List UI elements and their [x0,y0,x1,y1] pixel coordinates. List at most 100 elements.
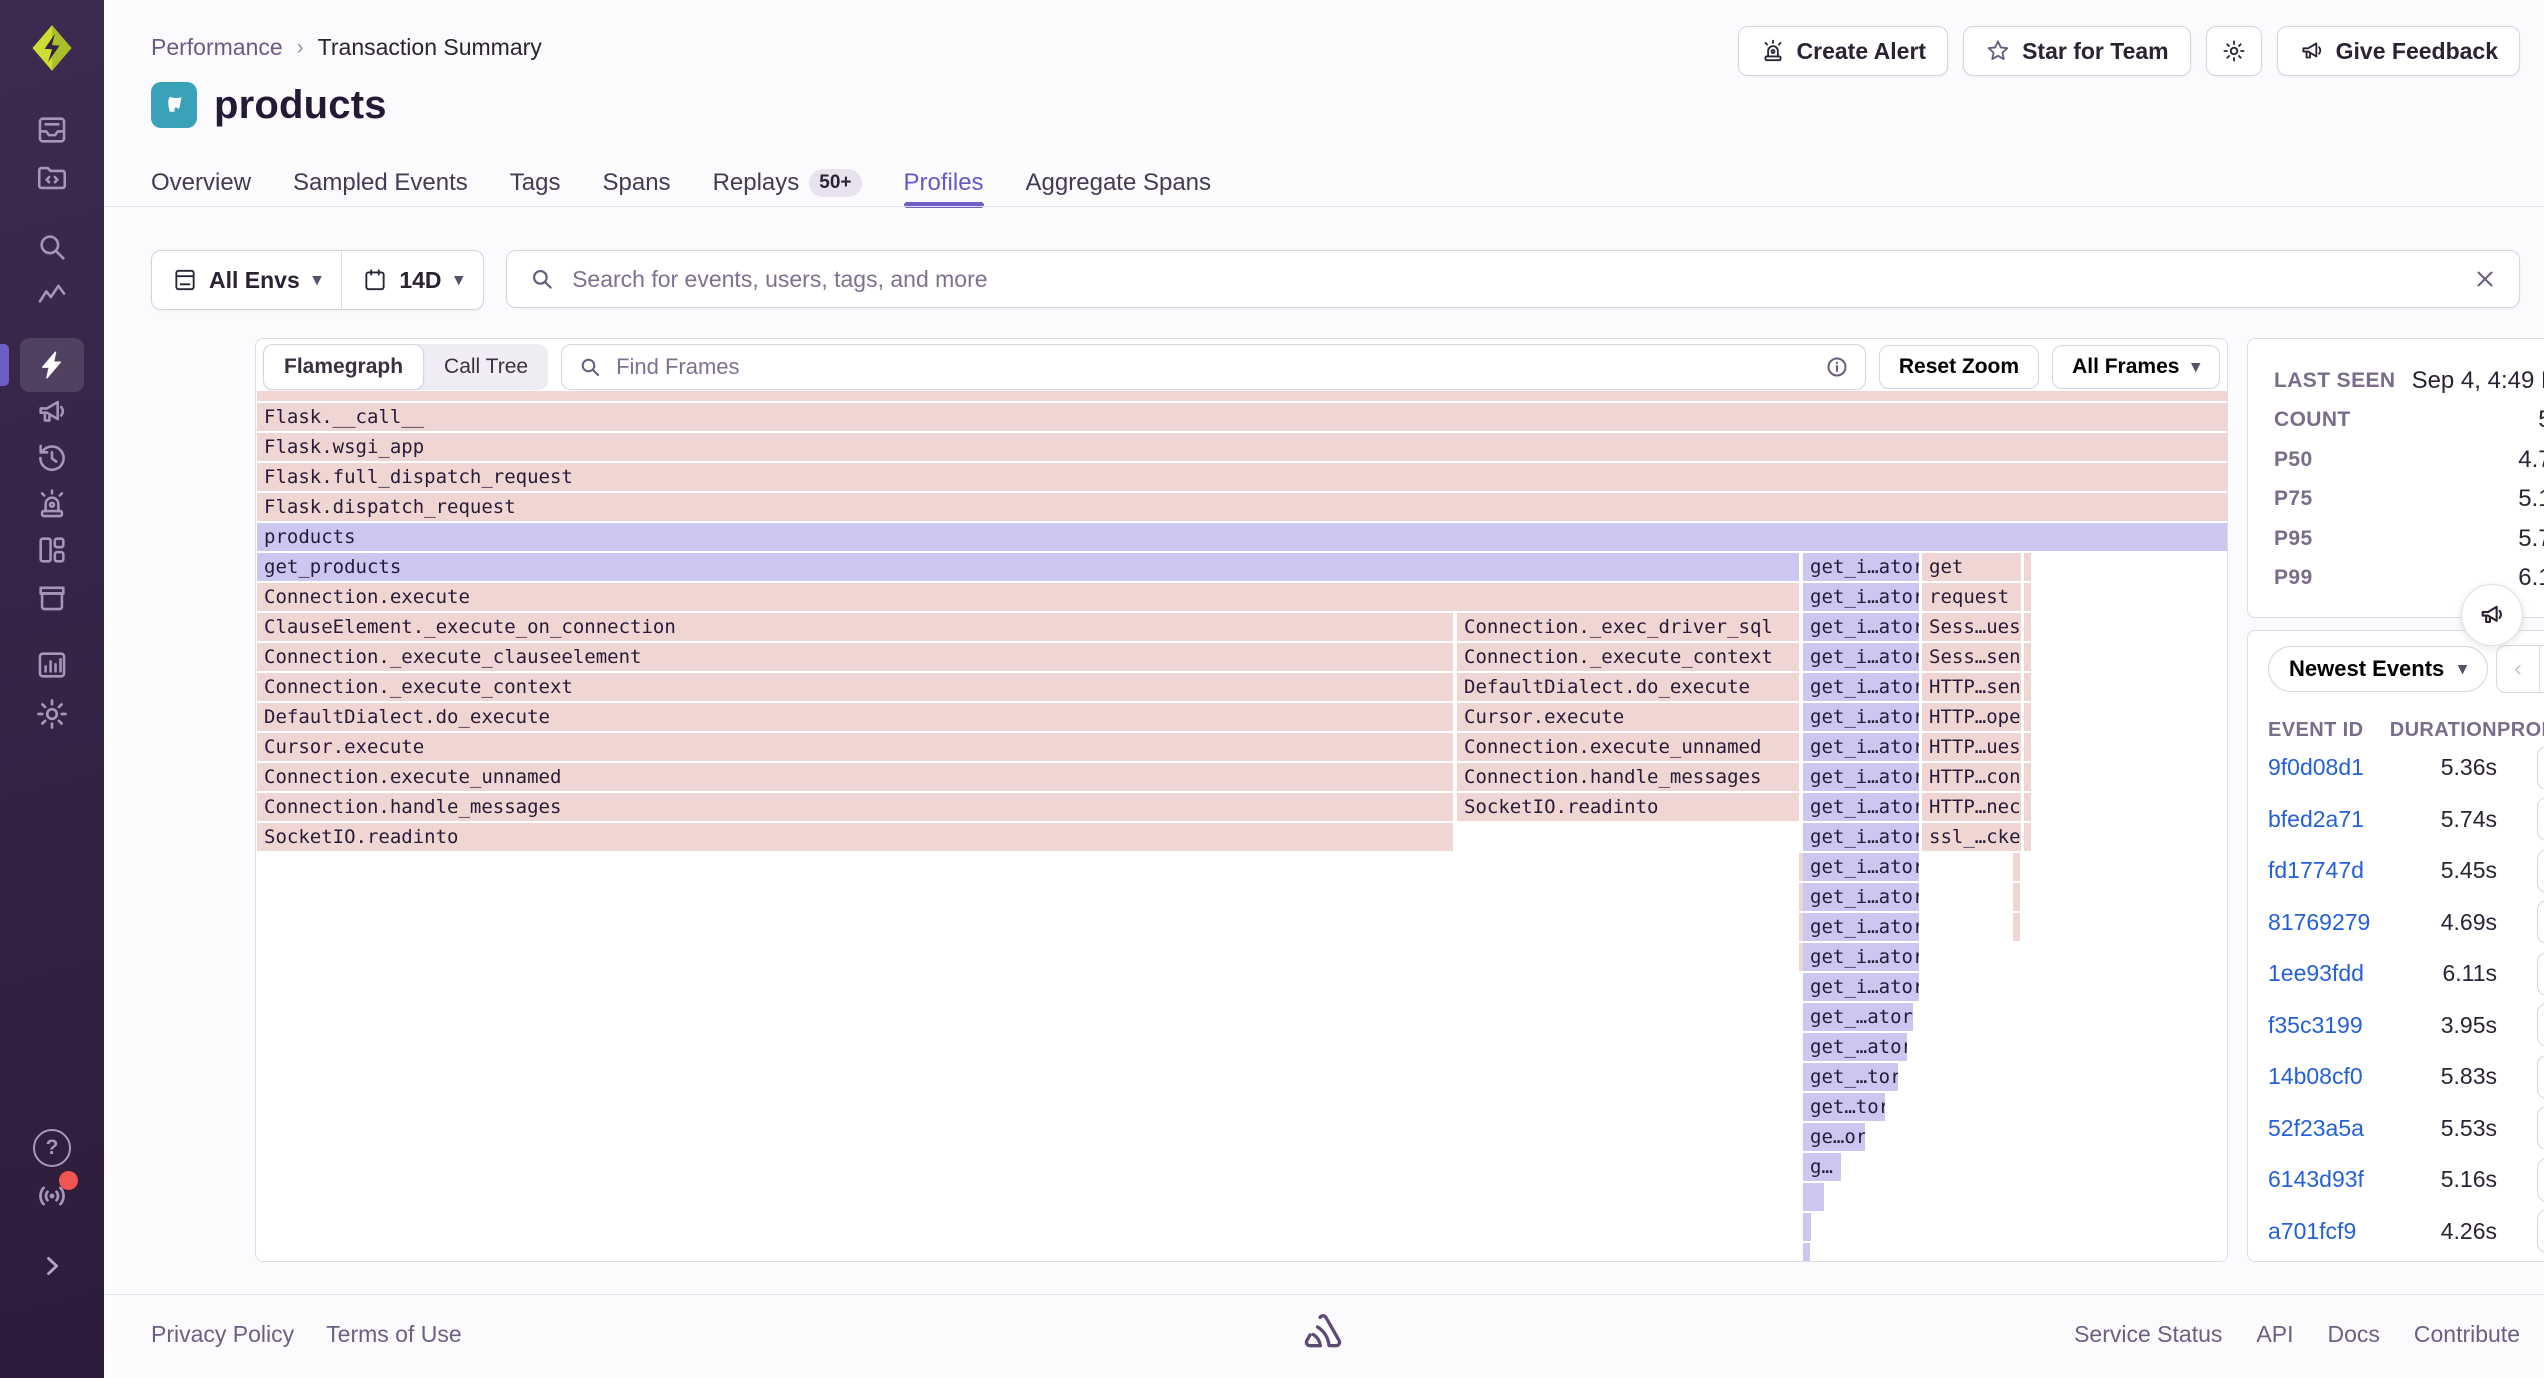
flame-frame[interactable] [2013,913,2020,941]
flame-frame[interactable]: Flask.wsgi_app [257,433,2227,461]
clear-search-icon[interactable] [2473,267,2497,291]
flame-frame[interactable]: get_i…ator [1803,613,1919,641]
event-id-link[interactable]: 81769279 [2268,908,2371,935]
flame-frame[interactable]: get_i…ator [1803,703,1919,731]
sidebar-item-replays[interactable] [0,430,104,486]
view-profile-button[interactable] [2537,848,2544,893]
footer-link-docs[interactable]: Docs [2327,1321,2380,1347]
footer-link-api[interactable]: API [2256,1321,2294,1347]
event-id-link[interactable]: a701fcf9 [2268,1217,2357,1244]
footer-link-contribute[interactable]: Contribute [2413,1321,2520,1347]
flame-frame[interactable]: DefaultDialect.do_execute [1457,673,1799,701]
flame-frame[interactable] [1799,853,1806,881]
tab-overview[interactable]: Overview [151,160,251,206]
flame-frame[interactable] [2024,763,2031,791]
flame-frame[interactable]: Connection._execute_context [257,673,1453,701]
sidebar-item-help[interactable]: ? [0,1120,104,1176]
sidebar-item-stats[interactable] [0,637,104,693]
call-tree-view-button[interactable]: Call Tree [444,355,529,378]
flame-frame[interactable]: ClauseElement._execute_on_connection [257,613,1453,641]
flame-frame[interactable] [2024,733,2031,761]
flame-frame[interactable]: HTTP…uest [1922,733,2021,761]
view-profile-button[interactable] [2537,1157,2544,1202]
flame-frame[interactable] [1799,913,1806,941]
view-profile-button[interactable] [2537,1003,2544,1048]
view-profile-button[interactable] [2537,900,2544,945]
flame-frame[interactable]: get_i…ator [1803,763,1919,791]
footer-link-terms-of-use[interactable]: Terms of Use [326,1321,462,1347]
tab-replays[interactable]: Replays 50+ [713,160,862,206]
flame-frame[interactable]: Cursor.execute [257,733,1453,761]
event-id-link[interactable]: 6143d93f [2268,1166,2364,1193]
flame-frame[interactable]: ssl_…cket [1922,823,2021,851]
sidebar-item-projects[interactable] [0,150,104,206]
breadcrumb-performance[interactable]: Performance [151,34,283,60]
flame-frame[interactable]: get_…tor [1803,1063,1898,1091]
flame-frame[interactable] [2024,673,2031,701]
settings-button[interactable] [2205,26,2262,76]
event-id-link[interactable]: f35c3199 [2268,1011,2363,1038]
flame-frame[interactable]: request [1922,583,2021,611]
flame-frame[interactable] [2024,613,2031,641]
previous-page-button[interactable]: ‹ [2497,646,2539,692]
create-alert-button[interactable]: Create Alert [1737,26,1949,76]
event-id-link[interactable]: 52f23a5a [2268,1114,2364,1141]
tab-profiles[interactable]: Profiles [903,160,984,208]
flame-frame[interactable]: Connection.handle_messages [257,793,1453,821]
flame-frame[interactable] [1799,943,1806,971]
flame-frame[interactable] [1799,883,1806,911]
flame-frame[interactable]: HTTP…send [1922,673,2021,701]
flame-frame[interactable]: get_i…ator [1803,583,1919,611]
flame-frame[interactable] [257,391,2227,401]
sidebar-item-search[interactable] [0,219,104,275]
flame-frame[interactable]: get_i…ator [1803,733,1919,761]
flame-frame[interactable]: get_i…ator [1803,673,1919,701]
flame-frame[interactable]: get…tor [1803,1093,1885,1121]
flame-frame[interactable]: get_products [257,553,1799,581]
flame-frame[interactable]: Flask.dispatch_request [257,493,2227,521]
star-for-team-button[interactable]: Star for Team [1963,26,2191,76]
flame-frame[interactable]: Sess…send [1922,643,2021,671]
sidebar-item-dashboards[interactable] [0,522,104,578]
footer-link-service-status[interactable]: Service Status [2074,1321,2223,1347]
flame-frame[interactable]: Connection.execute_unnamed [257,763,1453,791]
event-id-link[interactable]: fd17747d [2268,857,2364,884]
flame-frame[interactable] [2013,853,2020,881]
sidebar-item-discover[interactable] [0,267,104,323]
sidebar-item-feedback[interactable] [0,384,104,440]
flame-frame[interactable]: get_i…ator [1803,823,1919,851]
view-profile-button[interactable] [2537,1209,2544,1254]
flamegraph-view-button[interactable]: Flamegraph [263,344,425,390]
flame-frame[interactable] [2024,583,2031,611]
sidebar-item-alerts[interactable] [0,476,104,532]
event-id-link[interactable]: bfed2a71 [2268,805,2364,832]
sidebar-item-settings[interactable] [0,686,104,742]
flame-frame[interactable]: get_…ator [1803,1003,1913,1031]
flame-frame[interactable] [1803,1243,1810,1261]
date-range-filter[interactable]: 14D ▾ [341,251,483,309]
footer-link-privacy-policy[interactable]: Privacy Policy [151,1321,295,1347]
view-profile-button[interactable] [2537,1054,2544,1099]
floating-feedback-button[interactable] [2461,584,2523,646]
find-frames-input[interactable] [614,353,1813,381]
flame-frame[interactable]: Flask.__call__ [257,403,2227,431]
give-feedback-button[interactable]: Give Feedback [2276,26,2520,76]
flame-frame[interactable]: Connection._exec_driver_sql [1457,613,1799,641]
flame-frame[interactable]: HTTP…conn [1922,763,2021,791]
flame-frame[interactable] [2024,703,2031,731]
view-profile-button[interactable] [2537,745,2544,790]
environment-filter[interactable]: All Envs ▾ [152,251,341,309]
flame-frame[interactable]: get_i…ator [1803,853,1919,881]
flame-frame[interactable] [2024,553,2031,581]
flame-frame[interactable]: Connection.execute_unnamed [1457,733,1799,761]
flamegraph-area[interactable]: Flask.__call__ Flask.wsgi_app Flask.full_d… [257,391,2227,1261]
flame-frame[interactable]: Cursor.execute [1457,703,1799,731]
flame-frame[interactable]: get_i…ator [1803,643,1919,671]
flame-frame[interactable]: get_i…ator [1803,793,1919,821]
flame-frame[interactable]: SocketIO.readinto [1457,793,1799,821]
flame-frame[interactable] [2024,643,2031,671]
sidebar-item-issues[interactable] [0,102,104,158]
sidebar-item-whats-new[interactable] [0,1168,104,1224]
view-profile-button[interactable] [2537,951,2544,996]
flame-frame[interactable] [2024,793,2031,821]
